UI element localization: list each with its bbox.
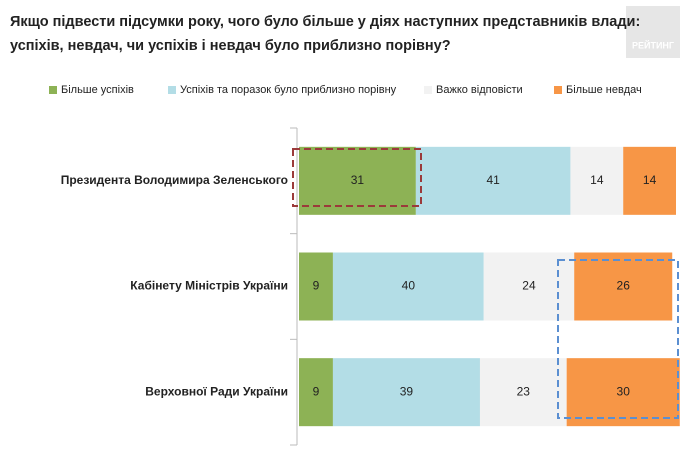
data-label: 14 bbox=[643, 173, 657, 187]
data-label: 14 bbox=[590, 173, 604, 187]
data-label: 41 bbox=[486, 173, 500, 187]
highlight-box bbox=[557, 259, 679, 419]
legend-label: Важко відповісти bbox=[436, 84, 523, 96]
logo: РЕЙТИНГ bbox=[632, 39, 674, 50]
data-label: 23 bbox=[517, 384, 531, 398]
bar-segment bbox=[299, 252, 333, 321]
legend-swatch bbox=[49, 86, 57, 94]
legend-label: Більше невдач bbox=[566, 84, 642, 96]
bar-segment bbox=[574, 252, 673, 321]
data-label: 40 bbox=[402, 279, 416, 293]
chart-subtitle: успіхів, невдач, чи успіхів і невдач бул… bbox=[10, 38, 451, 54]
bar-segment bbox=[483, 252, 575, 321]
data-label: 24 bbox=[522, 279, 536, 293]
data-label: 26 bbox=[617, 279, 631, 293]
legend-label: Успіхів та поразок було приблизно порівн… bbox=[180, 84, 397, 96]
logo-box bbox=[626, 6, 680, 58]
category-label: Президента Володимира Зеленського bbox=[61, 173, 288, 187]
bar-segment bbox=[332, 358, 480, 427]
legend-label: Більше успіхів bbox=[61, 84, 134, 96]
bar-segment bbox=[570, 146, 624, 215]
legend-swatch bbox=[168, 86, 176, 94]
bar-segment bbox=[299, 146, 416, 215]
data-label: 39 bbox=[400, 384, 414, 398]
data-label: 30 bbox=[617, 384, 631, 398]
highlight-box bbox=[292, 148, 422, 207]
legend-swatch bbox=[424, 86, 432, 94]
data-label: 9 bbox=[313, 279, 320, 293]
data-label: 9 bbox=[313, 384, 320, 398]
data-label: 31 bbox=[351, 173, 365, 187]
bar-segment bbox=[415, 146, 571, 215]
bar-segment bbox=[479, 358, 567, 427]
category-label: Кабінету Міністрів України bbox=[130, 279, 288, 293]
legend-swatch bbox=[554, 86, 562, 94]
bar-segment bbox=[623, 146, 676, 215]
chart-title: Якщо підвести підсумки року, чого було б… bbox=[10, 14, 640, 30]
bar-segment bbox=[332, 252, 484, 321]
bar-segment bbox=[566, 358, 680, 427]
bar-segment bbox=[299, 358, 333, 427]
category-label: Верховної Ради України bbox=[145, 384, 288, 398]
